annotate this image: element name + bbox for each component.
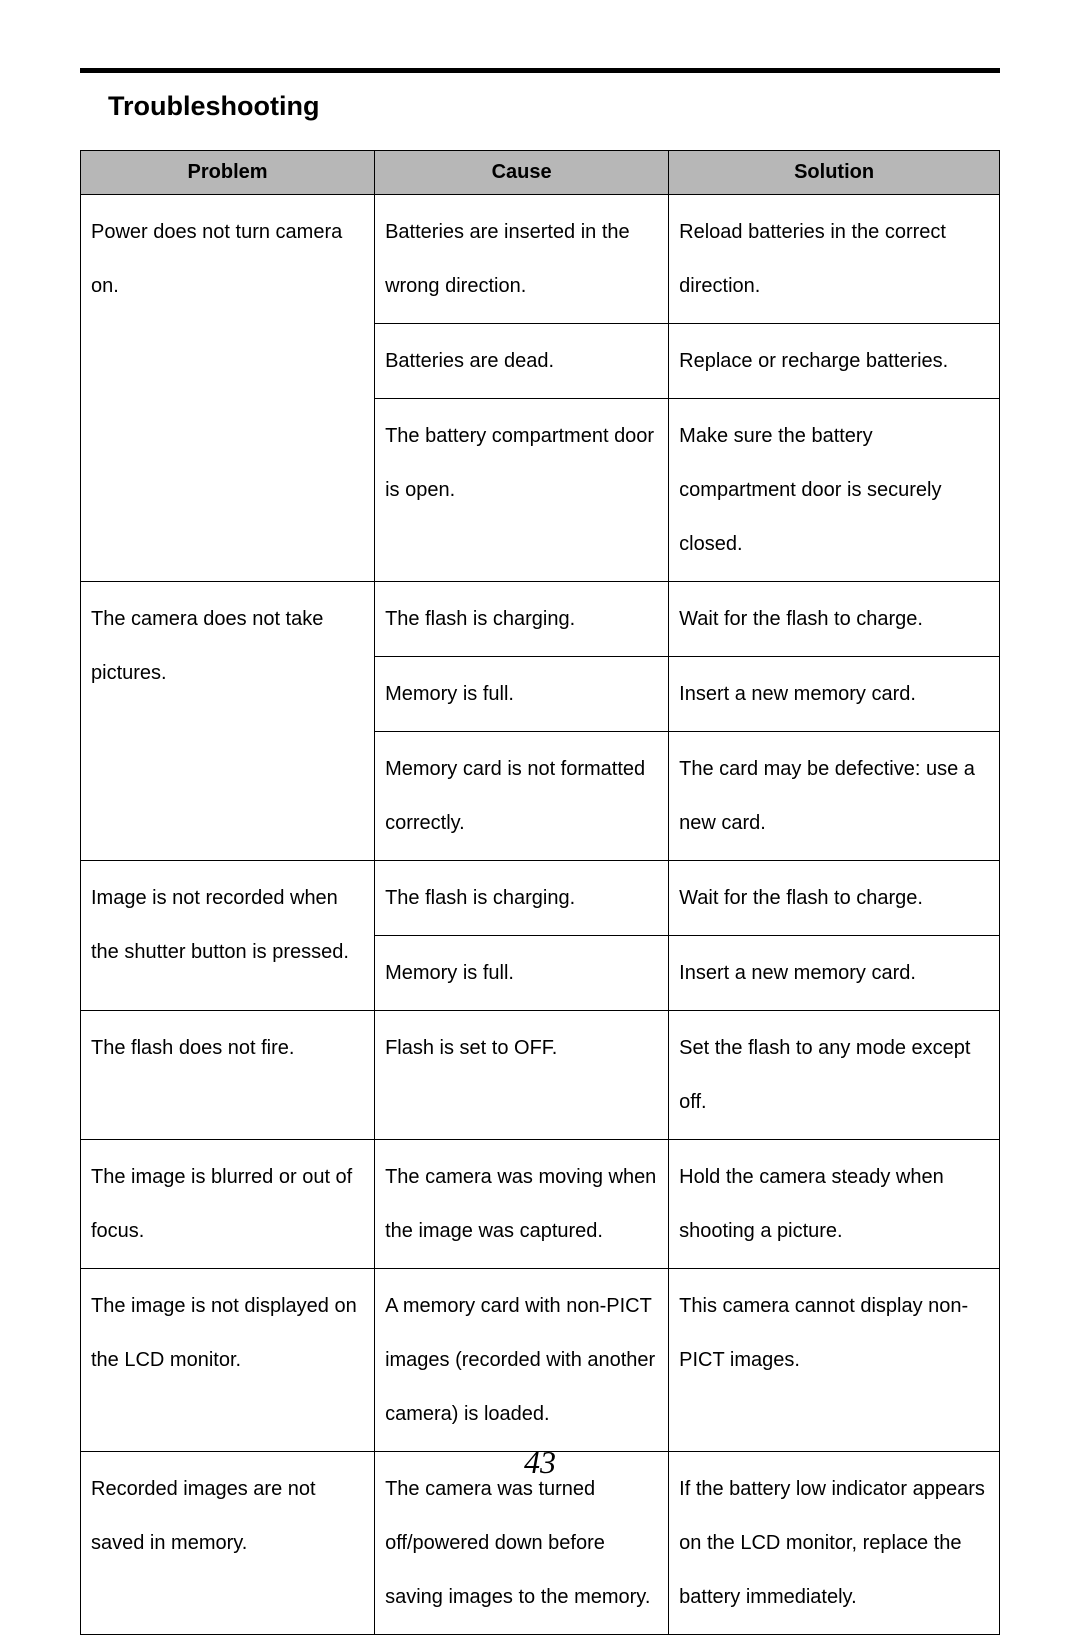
cell-cause: The battery compartment door is open. (375, 399, 669, 582)
page-number: 43 (0, 1444, 1080, 1481)
col-header-problem: Problem (81, 151, 375, 195)
cell-solution: Reload batteries in the correct directio… (669, 195, 1000, 324)
table-body: Power does not turn camera on.Batteries … (81, 195, 1000, 1635)
cell-cause: A memory card with non-PICT images (reco… (375, 1269, 669, 1452)
table-row: Power does not turn camera on.Batteries … (81, 195, 1000, 324)
cell-solution: Make sure the battery compartment door i… (669, 399, 1000, 582)
page-title: Troubleshooting (108, 91, 1000, 122)
cell-solution: Wait for the flash to charge. (669, 861, 1000, 936)
cell-problem: The flash does not fire. (81, 1011, 375, 1140)
cell-solution: Replace or recharge batteries. (669, 324, 1000, 399)
cell-cause: Flash is set to OFF. (375, 1011, 669, 1140)
table-row: The flash does not fire.Flash is set to … (81, 1011, 1000, 1140)
cell-solution: Set the flash to any mode except off. (669, 1011, 1000, 1140)
cell-solution: Wait for the flash to charge. (669, 582, 1000, 657)
cell-cause: Memory is full. (375, 936, 669, 1011)
cell-cause: Batteries are dead. (375, 324, 669, 399)
col-header-solution: Solution (669, 151, 1000, 195)
table-row: Image is not recorded when the shutter b… (81, 861, 1000, 936)
cell-problem: Image is not recorded when the shutter b… (81, 861, 375, 1011)
cell-solution: Insert a new memory card. (669, 657, 1000, 732)
page: Troubleshooting Problem Cause Solution P… (0, 0, 1080, 1527)
cell-cause: Batteries are inserted in the wrong dire… (375, 195, 669, 324)
table-row: The camera does not take pictures.The fl… (81, 582, 1000, 657)
cell-cause: The flash is charging. (375, 861, 669, 936)
cell-solution: This camera cannot display non-PICT imag… (669, 1269, 1000, 1452)
top-rule (80, 68, 1000, 73)
cell-cause: Memory card is not formatted correctly. (375, 732, 669, 861)
cell-cause: The flash is charging. (375, 582, 669, 657)
col-header-cause: Cause (375, 151, 669, 195)
cell-problem: The image is not displayed on the LCD mo… (81, 1269, 375, 1452)
cell-solution: The card may be defective: use a new car… (669, 732, 1000, 861)
cell-solution: Hold the camera steady when shooting a p… (669, 1140, 1000, 1269)
table-header-row: Problem Cause Solution (81, 151, 1000, 195)
cell-cause: Memory is full. (375, 657, 669, 732)
table-row: The image is blurred or out of focus.The… (81, 1140, 1000, 1269)
troubleshooting-table: Problem Cause Solution Power does not tu… (80, 150, 1000, 1635)
cell-cause: The camera was moving when the image was… (375, 1140, 669, 1269)
table-row: The image is not displayed on the LCD mo… (81, 1269, 1000, 1452)
cell-problem: The camera does not take pictures. (81, 582, 375, 861)
cell-solution: Insert a new memory card. (669, 936, 1000, 1011)
cell-problem: Power does not turn camera on. (81, 195, 375, 582)
cell-problem: The image is blurred or out of focus. (81, 1140, 375, 1269)
